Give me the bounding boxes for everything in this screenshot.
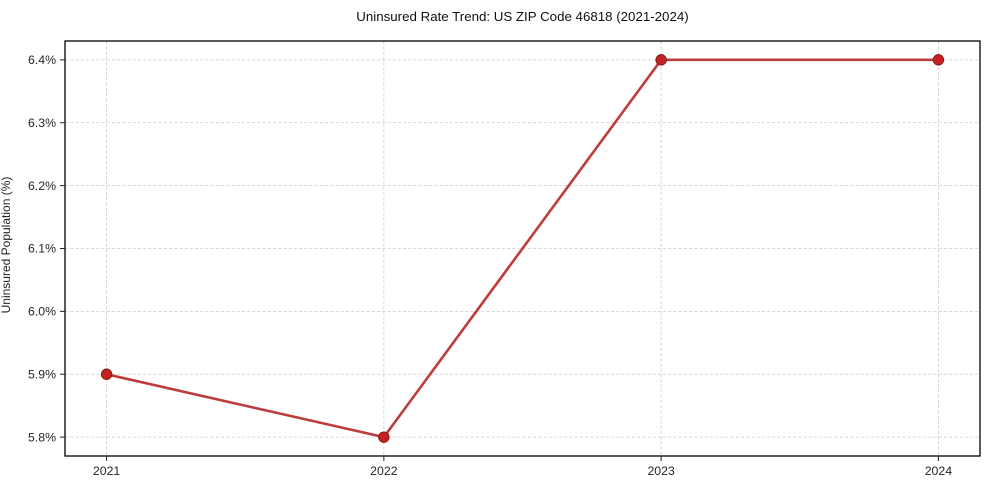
svg-text:5.9%: 5.9% [28,367,56,381]
svg-text:6.3%: 6.3% [28,116,56,130]
svg-text:6.1%: 6.1% [28,242,56,256]
svg-text:6.0%: 6.0% [28,305,56,319]
svg-text:2021: 2021 [93,464,121,478]
svg-text:2022: 2022 [370,464,398,478]
svg-text:6.2%: 6.2% [28,179,56,193]
svg-text:6.4%: 6.4% [28,53,56,67]
svg-text:2023: 2023 [647,464,675,478]
svg-text:5.8%: 5.8% [28,430,56,444]
svg-text:2024: 2024 [925,464,953,478]
